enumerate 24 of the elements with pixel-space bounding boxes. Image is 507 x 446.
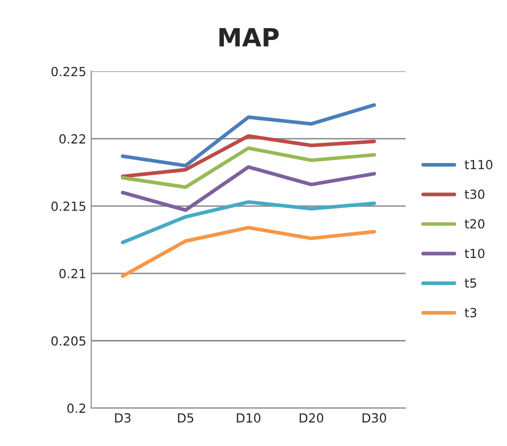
legend-label: t20 [464,219,484,229]
y-tick-label: 0.205 [51,336,86,346]
y-tick-label: 0.21 [59,268,86,278]
legend-label: t3 [464,308,476,318]
x-tick-label: D30 [362,413,386,423]
legend-label: t5 [464,278,476,288]
line-series [120,146,376,189]
legend-label: t10 [464,248,484,258]
chart-title: MAP [219,28,279,46]
line-series [120,226,376,278]
line-series [120,134,376,178]
x-tick-label: D10 [236,413,260,423]
y-tick-label: 0.215 [51,202,86,211]
x-tick-label: D5 [178,413,194,423]
y-tick-label: 0.2 [67,404,86,414]
y-tick-label: 0.225 [51,66,86,76]
line-series [120,103,376,168]
legend-label: t110 [464,160,492,170]
line-series [120,165,376,212]
x-tick-label: D20 [300,413,324,423]
legend-label: t30 [464,190,484,199]
x-tick-label: D3 [115,413,130,423]
line-series [120,200,376,244]
y-tick-label: 0.22 [59,134,86,144]
